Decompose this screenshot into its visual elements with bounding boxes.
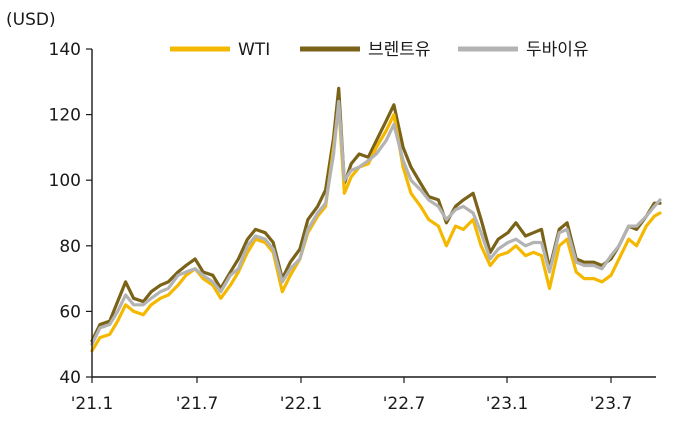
legend-label: 브렌트유 bbox=[368, 40, 431, 60]
y-axis-ticks: 40 60 80 100 120 140 bbox=[49, 40, 92, 388]
x-tick-label: '23.7 bbox=[590, 394, 633, 414]
y-tick-label: 40 bbox=[59, 368, 81, 388]
y-tick-label: 60 bbox=[59, 302, 81, 322]
legend-label: WTI bbox=[238, 40, 270, 60]
y-tick-label: 140 bbox=[49, 40, 81, 60]
axes bbox=[91, 49, 656, 378]
legend-label: 두바이유 bbox=[526, 40, 589, 60]
y-axis-unit-label: (USD) bbox=[6, 10, 56, 30]
legend: WTI 브렌트유 두바이유 bbox=[170, 40, 589, 60]
series-lines bbox=[90, 86, 662, 353]
y-tick-label: 100 bbox=[49, 171, 81, 191]
series-line-2 bbox=[90, 99, 662, 346]
x-tick-label: '21.1 bbox=[71, 394, 114, 414]
x-tick-label: '22.1 bbox=[280, 394, 323, 414]
x-axis-ticks: '21.1 '21.7 '22.1 '22.7 '23.1 '23.7 bbox=[71, 377, 633, 414]
series-line-1 bbox=[90, 86, 662, 343]
y-tick-label: 80 bbox=[59, 237, 81, 257]
x-tick-label: '23.1 bbox=[486, 394, 529, 414]
x-tick-label: '22.7 bbox=[383, 394, 426, 414]
y-tick-label: 120 bbox=[49, 106, 81, 126]
x-tick-label: '21.7 bbox=[176, 394, 219, 414]
